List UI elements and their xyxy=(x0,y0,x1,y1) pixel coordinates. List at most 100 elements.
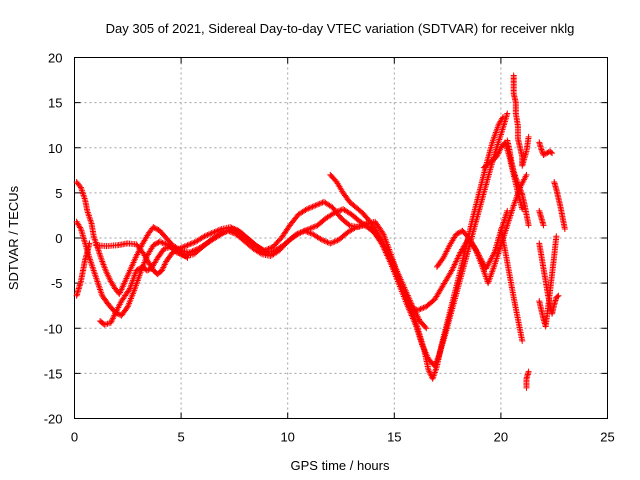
data-point xyxy=(91,270,98,277)
data-point xyxy=(79,189,86,196)
data-point xyxy=(266,245,273,252)
data-point xyxy=(420,304,427,311)
series-arc-3 xyxy=(92,198,511,314)
data-point xyxy=(217,226,224,233)
y-tick-label: 20 xyxy=(48,51,62,66)
data-point xyxy=(205,231,212,238)
data-point xyxy=(309,203,316,210)
data-point xyxy=(306,204,313,211)
data-point xyxy=(517,186,524,193)
data-point xyxy=(190,239,197,246)
data-point xyxy=(215,227,222,234)
series-arc-4 xyxy=(97,244,191,328)
y-tick-label: -5 xyxy=(51,276,63,291)
y-tick-label: 15 xyxy=(48,96,62,111)
series-arc-10 xyxy=(510,72,532,169)
data-point xyxy=(97,252,104,259)
data-point xyxy=(86,215,93,222)
data-point xyxy=(87,258,94,265)
data-point xyxy=(96,283,103,290)
data-point xyxy=(93,276,100,283)
data-point xyxy=(525,133,532,140)
data-point xyxy=(514,179,521,186)
y-tick-label: 10 xyxy=(48,141,62,156)
data-point xyxy=(90,265,97,272)
data-point xyxy=(330,239,337,246)
data-point xyxy=(135,266,142,273)
data-point xyxy=(202,232,209,239)
data-point xyxy=(540,151,547,158)
data-point xyxy=(183,242,190,249)
data-point xyxy=(306,229,313,236)
data-point xyxy=(208,230,215,237)
series-arc-16 xyxy=(536,207,547,229)
data-point xyxy=(321,238,328,245)
data-point xyxy=(88,259,95,266)
data-point xyxy=(312,202,319,209)
data-point xyxy=(154,226,161,233)
data-point xyxy=(93,241,100,248)
data-point xyxy=(315,201,322,208)
data-point xyxy=(318,236,325,243)
data-point xyxy=(303,206,310,213)
data-point xyxy=(180,244,187,251)
data-point xyxy=(262,247,269,254)
series-arc-6 xyxy=(433,171,530,287)
data-point xyxy=(134,266,141,273)
series-arc-12 xyxy=(536,233,560,330)
data-point xyxy=(345,221,352,228)
data-point xyxy=(513,178,520,185)
series-arc-2 xyxy=(73,110,511,370)
data-point xyxy=(91,269,98,276)
data-point xyxy=(188,240,195,247)
data-point xyxy=(296,230,303,237)
data-point xyxy=(85,211,92,218)
data-point xyxy=(516,183,523,190)
data-point xyxy=(97,286,104,293)
data-point xyxy=(77,224,84,231)
x-tick-label: 25 xyxy=(600,430,614,445)
data-point xyxy=(94,278,101,285)
data-point xyxy=(92,272,99,279)
x-tick-label: 20 xyxy=(494,430,508,445)
data-point xyxy=(201,233,208,240)
data-point xyxy=(93,275,100,282)
data-point xyxy=(89,262,96,269)
data-point xyxy=(204,231,211,238)
y-tick-label: -20 xyxy=(44,412,63,427)
data-point xyxy=(211,228,218,235)
data-point xyxy=(298,228,305,235)
y-tick-label: -15 xyxy=(44,366,63,381)
data-point xyxy=(553,233,560,240)
data-point xyxy=(417,305,424,312)
data-point xyxy=(216,231,223,238)
data-point xyxy=(210,229,217,236)
x-tick-label: 10 xyxy=(280,430,294,445)
data-points xyxy=(73,72,568,391)
data-point xyxy=(159,239,166,246)
data-point xyxy=(96,284,103,291)
data-point xyxy=(311,223,318,230)
data-point xyxy=(158,239,165,246)
data-point xyxy=(185,241,192,248)
data-point xyxy=(555,292,562,299)
data-point xyxy=(228,224,235,231)
data-point xyxy=(541,151,548,158)
data-point xyxy=(519,337,526,344)
series-arc-15 xyxy=(523,368,532,391)
data-point xyxy=(151,224,158,231)
data-point xyxy=(226,228,233,235)
data-point xyxy=(360,221,367,228)
data-point xyxy=(227,224,234,231)
data-point xyxy=(301,227,308,234)
data-point xyxy=(214,227,221,234)
data-point xyxy=(419,305,426,312)
data-point xyxy=(379,229,386,236)
data-point xyxy=(133,267,140,274)
data-point xyxy=(85,212,92,219)
data-point xyxy=(297,229,304,236)
data-point xyxy=(183,253,190,260)
data-point xyxy=(88,261,95,268)
data-point xyxy=(548,149,555,156)
series-arc-9 xyxy=(504,137,532,229)
